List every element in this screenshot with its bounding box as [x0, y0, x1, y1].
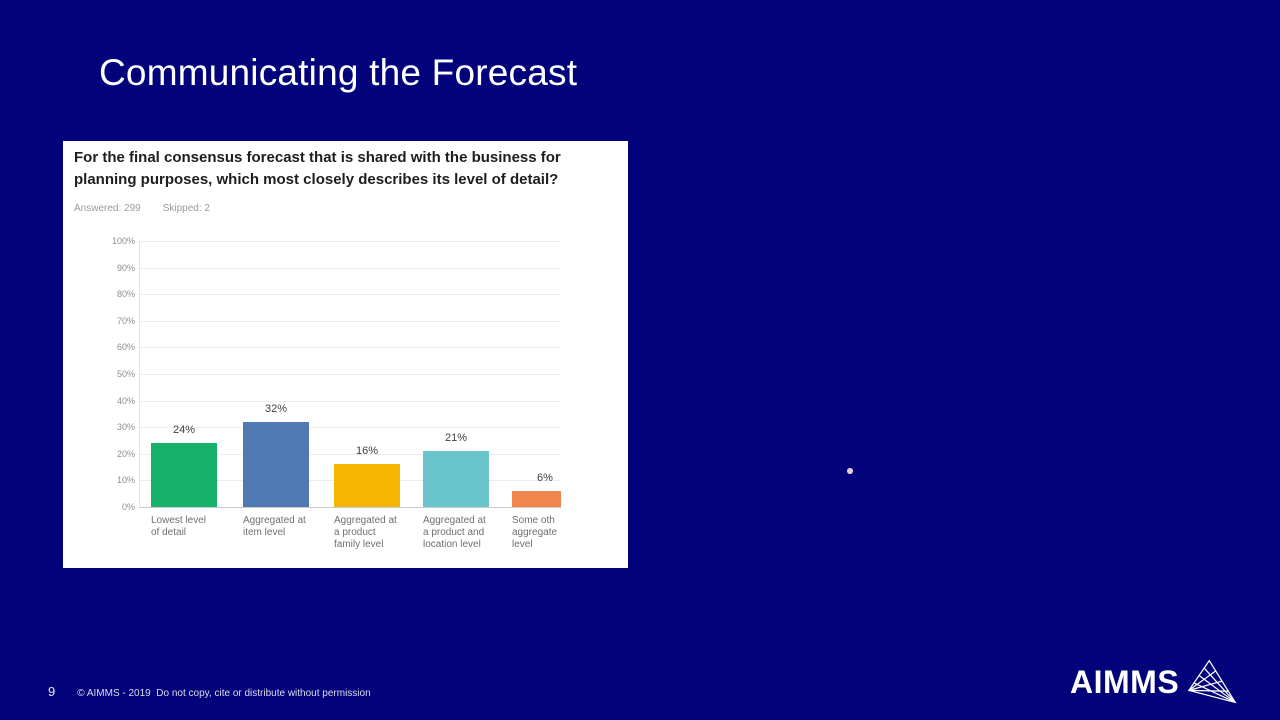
gridline: [140, 374, 561, 375]
y-tick-label: 70%: [116, 315, 135, 326]
answered-count: Answered: 299: [74, 203, 141, 214]
bar-value-label: 6%: [537, 472, 553, 484]
category-label: Lowest level of detail: [151, 515, 207, 538]
gridline: [140, 347, 561, 349]
copyright-text: © AIMMS - 2019 Do not copy, cite or dist…: [77, 688, 371, 699]
survey-question: For the final consensus forecast that is…: [74, 149, 561, 188]
gridline: [140, 427, 561, 429]
footer: 9 © AIMMS - 2019 Do not copy, cite or di…: [48, 684, 371, 699]
page-number: 9: [48, 684, 56, 699]
bar-value-label: 21%: [444, 432, 468, 444]
survey-chart-panel: For the final consensus forecast that is…: [63, 141, 628, 568]
y-tick-label: 30%: [116, 422, 135, 433]
bar-value-label: 16%: [355, 445, 379, 457]
y-tick-label: 60%: [116, 342, 135, 353]
bar-3: [423, 451, 489, 507]
y-tick-label: 20%: [116, 448, 135, 459]
gridline: [140, 267, 561, 269]
skipped-count: Skipped: 2: [162, 203, 210, 214]
category-label: Aggregated at a product and location lev…: [423, 515, 486, 550]
cursor-dot: [847, 468, 853, 474]
y-axis: 100% 90% 80% 70% 60% 50% 40% 30% 20% 10% 0%: [63, 236, 135, 512]
bar-0: [151, 443, 217, 507]
gridline: [140, 453, 561, 455]
category-label: Some oth aggregate level: [512, 515, 558, 550]
gridline: [140, 400, 561, 402]
y-tick-label: 10%: [116, 475, 135, 486]
y-tick-label: 100%: [111, 236, 135, 246]
response-meta: Answered: 299 Skipped: 2: [74, 203, 210, 214]
bar-4: [512, 491, 561, 507]
bar-2: [334, 464, 400, 507]
y-tick-label: 40%: [116, 395, 135, 406]
gridline: [140, 241, 561, 242]
aimms-logo: AIMMS: [1070, 658, 1239, 706]
y-tick-label: 50%: [116, 369, 135, 379]
category-label: Aggregated at item level: [243, 515, 306, 538]
bar-1: [243, 422, 309, 507]
plot-area: 24% 32% 16% 21% 6%: [139, 241, 561, 508]
bar-value-label: 24%: [172, 424, 196, 436]
aimms-triangle-icon: [1187, 658, 1239, 706]
slide-title: Communicating the Forecast: [99, 52, 578, 93]
gridline: [140, 320, 561, 322]
y-tick-label: 90%: [116, 262, 135, 273]
y-tick-label: 0%: [121, 502, 135, 512]
x-axis: Lowest level of detail Aggregated at item…: [139, 515, 560, 561]
gridline: [140, 294, 561, 296]
aimms-logo-text: AIMMS: [1070, 663, 1180, 700]
bar-value-label: 32%: [264, 403, 288, 415]
y-tick-label: 80%: [116, 289, 135, 300]
category-label: Aggregated at a product family level: [334, 515, 397, 550]
